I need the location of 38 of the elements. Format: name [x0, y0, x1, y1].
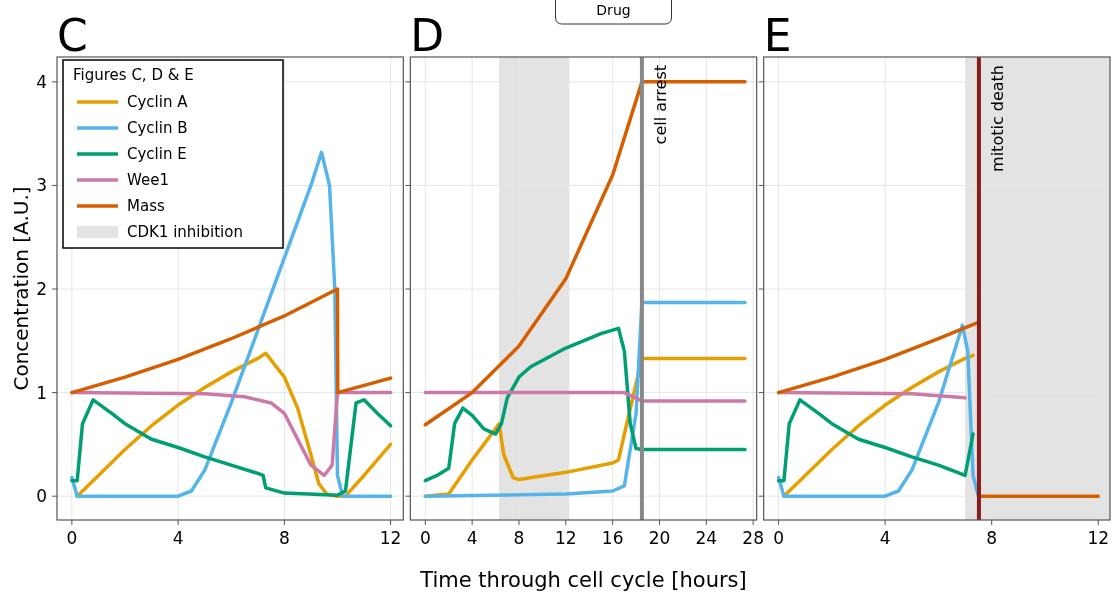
x-tick-label: 20	[648, 528, 671, 548]
line-series	[70, 287, 393, 395]
x-axis-title: Time through cell cycle [hours]	[419, 568, 747, 592]
chart-title: C	[57, 10, 88, 61]
legend-label: Cyclin A	[127, 93, 189, 111]
y-tick-label: 3	[36, 175, 47, 196]
y-tick-label: 2	[36, 279, 47, 300]
chart-title: D	[410, 10, 445, 61]
y-tick-label: 1	[36, 382, 47, 403]
x-tick-label: 4	[172, 528, 184, 548]
x-tick-label: 0	[419, 528, 431, 548]
x-tick-label: 16	[601, 528, 624, 548]
x-tick-label: 0	[773, 528, 784, 548]
y-tick-label: 4	[36, 71, 47, 92]
legend-label: Cyclin B	[127, 119, 188, 137]
x-tick-label: 12	[1087, 528, 1110, 548]
x-tick-label: 0	[66, 528, 78, 548]
legend-label: Wee1	[127, 171, 169, 189]
x-tick-label: 24	[695, 528, 718, 548]
legend-label: Mass	[127, 197, 165, 215]
x-tick-label: 12	[555, 528, 577, 548]
x-tick-label: 4	[466, 528, 478, 548]
x-tick-label: 28	[742, 528, 764, 548]
x-tick-label: 12	[379, 528, 402, 548]
ref-line-label: mitotic death	[987, 65, 1007, 172]
legend-title: Figures C, D & E	[73, 66, 194, 84]
legend-label: Cyclin E	[127, 145, 187, 163]
x-tick-label: 8	[513, 528, 525, 548]
x-tick-label: 8	[986, 528, 998, 548]
ref-line-label: cell arrest	[650, 65, 670, 145]
x-tick-label: 4	[879, 528, 891, 548]
x-tick-label: 8	[278, 528, 290, 548]
text: Drug	[596, 2, 631, 18]
y-tick-label: 0	[36, 486, 47, 507]
line-series	[70, 398, 393, 497]
chart-title: E	[763, 10, 792, 61]
y-axis-title: Concentration [A.U.]	[9, 186, 33, 391]
text: CDK1 inhibition	[127, 223, 243, 241]
